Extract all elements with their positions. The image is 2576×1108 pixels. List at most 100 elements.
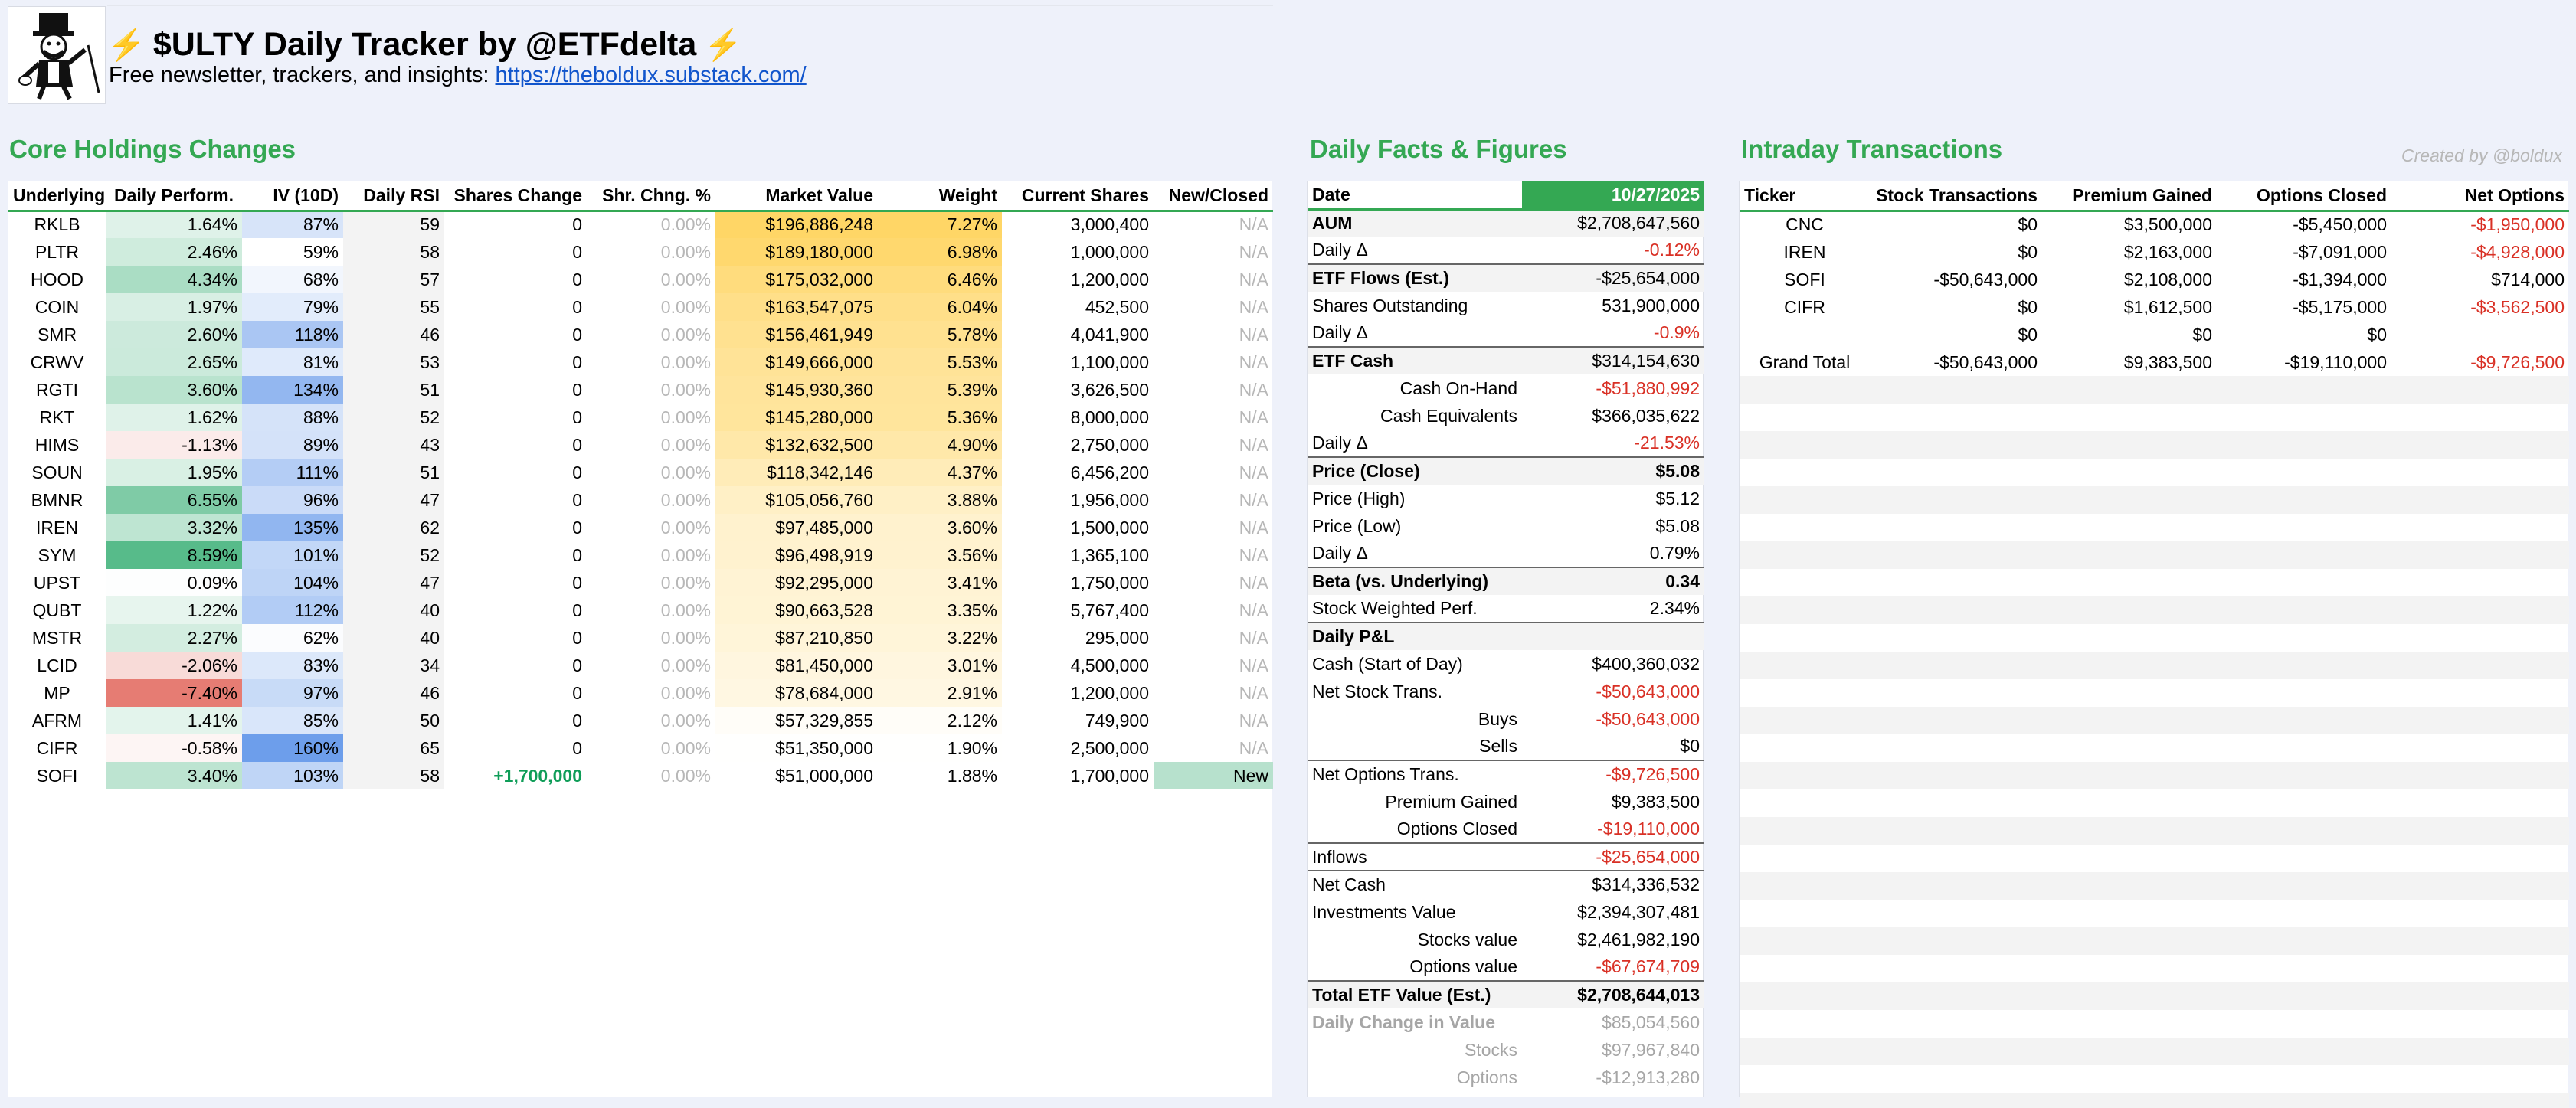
holding-current-shares[interactable]: 3,626,500 [1070,379,1149,400]
transaction-stock[interactable]: $0 [2018,324,2038,345]
holding-rsi[interactable]: 52 [343,541,444,569]
holding-ticker[interactable]: RKT [39,407,75,427]
holding-current-shares[interactable]: 2,500,000 [1070,737,1149,758]
holding-market-value[interactable]: $97,485,000 [715,514,878,541]
holding-shares-change[interactable]: 0 [572,462,582,482]
holding-shr-chng-pct[interactable]: 0.00% [660,462,711,482]
holding-ticker[interactable]: UPST [33,572,81,593]
fact-value[interactable]: $5.12 [1655,488,1700,508]
holding-row[interactable]: SOUN 1.95% 111% 51 0 0.00% $118,342,146 4.37% 6,… [8,459,1273,486]
holding-iv[interactable]: 160% [242,734,343,762]
col-new-closed[interactable]: New/Closed [1168,185,1268,205]
holding-current-shares[interactable]: 1,200,000 [1070,682,1149,703]
transaction-stock[interactable]: -$50,643,000 [1933,269,2038,289]
fact-value[interactable]: $2,461,982,190 [1577,929,1700,949]
fact-value[interactable]: -$9,726,500 [1522,760,1704,788]
holding-weight[interactable]: 3.41% [878,569,1002,596]
holding-daily-perf[interactable]: 1.41% [106,707,242,734]
fact-value[interactable]: -$12,913,280 [1596,1067,1700,1087]
fact-value[interactable]: -21.53% [1634,433,1700,453]
holding-shares-change[interactable]: 0 [572,710,582,730]
fact-value[interactable]: $314,154,630 [1522,346,1704,374]
holding-daily-perf[interactable]: 2.27% [106,624,242,652]
holding-ticker[interactable]: RKLB [34,214,80,235]
transaction-stock[interactable]: $0 [2018,241,2038,262]
holding-daily-perf[interactable]: 0.09% [106,569,242,596]
fact-value[interactable]: -0.9% [1653,322,1700,342]
holding-row[interactable]: LCID -2.06% 83% 34 0 0.00% $81,450,000 3.01% 4,5… [8,652,1273,679]
holding-row[interactable]: RKT 1.62% 88% 52 0 0.00% $145,280,000 5.36% 8,00… [8,404,1273,431]
holding-weight[interactable]: 3.88% [878,486,1002,514]
transaction-premium[interactable]: $3,500,000 [2123,214,2212,235]
fact-value[interactable]: -$25,654,000 [1522,263,1704,292]
transaction-ticker[interactable]: Grand Total [1759,351,1851,372]
holding-current-shares[interactable]: 3,000,400 [1070,214,1149,235]
col-premium-gained[interactable]: Premium Gained [2072,185,2212,205]
transaction-premium[interactable]: $2,163,000 [2123,241,2212,262]
holding-ticker[interactable]: COIN [34,296,80,317]
holding-row[interactable]: UPST 0.09% 104% 47 0 0.00% $92,295,000 3.41% 1,7… [8,569,1273,596]
holding-shares-change[interactable]: 0 [572,489,582,510]
fact-value[interactable]: $2,708,644,013 [1522,980,1704,1008]
holding-ticker[interactable]: RGTI [36,379,78,400]
transaction-row[interactable]: CNC $0 $3,500,000 -$5,450,000 -$1,950,000 [1740,211,2569,238]
holding-current-shares[interactable]: 4,041,900 [1070,324,1149,345]
holding-market-value[interactable]: $96,498,919 [715,541,878,569]
fact-value[interactable]: $5.08 [1522,456,1704,485]
holding-shares-change[interactable]: 0 [572,627,582,648]
holding-shares-change[interactable]: 0 [572,517,582,538]
holding-shr-chng-pct[interactable]: 0.00% [660,379,711,400]
fact-value[interactable]: -$51,880,992 [1596,378,1700,398]
holding-ticker[interactable]: HIMS [34,434,80,455]
holding-market-value[interactable]: $51,350,000 [715,734,878,762]
holding-rsi[interactable]: 53 [343,348,444,376]
holding-status[interactable]: N/A [1239,710,1268,730]
holding-rsi[interactable]: 47 [343,486,444,514]
fact-value[interactable]: $97,967,840 [1602,1039,1700,1060]
transaction-premium[interactable]: $2,108,000 [2123,269,2212,289]
holding-shr-chng-pct[interactable]: 0.00% [660,655,711,675]
holding-weight[interactable]: 2.12% [878,707,1002,734]
holding-status[interactable]: N/A [1239,737,1268,758]
holding-rsi[interactable]: 58 [343,238,444,266]
holding-market-value[interactable]: $105,056,760 [715,486,878,514]
col-options-closed[interactable]: Options Closed [2257,185,2387,205]
holding-iv[interactable]: 135% [242,514,343,541]
holding-shr-chng-pct[interactable]: 0.00% [660,241,711,262]
holding-row[interactable]: CRWV 2.65% 81% 53 0 0.00% $149,666,000 5.53% 1,1… [8,348,1273,376]
holding-shr-chng-pct[interactable]: 0.00% [660,407,711,427]
fact-value[interactable]: -$25,654,000 [1522,842,1704,871]
holding-daily-perf[interactable]: 6.55% [106,486,242,514]
holding-current-shares[interactable]: 1,500,000 [1070,517,1149,538]
holding-market-value[interactable]: $145,280,000 [715,404,878,431]
transaction-row[interactable]: CIFR $0 $1,612,500 -$5,175,000 -$3,562,500 [1740,293,2569,321]
holding-shr-chng-pct[interactable]: 0.00% [660,296,711,317]
holding-shares-change[interactable]: 0 [572,737,582,758]
transaction-premium[interactable]: $9,383,500 [2123,351,2212,372]
holding-market-value[interactable]: $132,632,500 [715,431,878,459]
holding-shares-change[interactable]: 0 [572,655,582,675]
holding-rsi[interactable]: 43 [343,431,444,459]
holding-status[interactable]: N/A [1239,241,1268,262]
holding-status[interactable]: New [1154,762,1273,789]
holding-shares-change[interactable]: 0 [572,600,582,620]
holding-rsi[interactable]: 46 [343,679,444,707]
holding-status[interactable]: N/A [1239,214,1268,235]
holding-market-value[interactable]: $189,180,000 [715,238,878,266]
holding-iv[interactable]: 83% [242,652,343,679]
holding-daily-perf[interactable]: -7.40% [106,679,242,707]
fact-value[interactable]: $5.08 [1655,515,1700,536]
holding-market-value[interactable]: $163,547,075 [715,293,878,321]
holding-weight[interactable]: 5.39% [878,376,1002,404]
holding-row[interactable]: SOFI 3.40% 103% 58 +1,700,000 0.00% $51,000,00… [8,762,1273,789]
col-weight[interactable]: Weight [938,185,997,205]
holding-status[interactable]: N/A [1239,600,1268,620]
holding-rsi[interactable]: 57 [343,266,444,293]
holding-row[interactable]: HOOD 4.34% 68% 57 0 0.00% $175,032,000 6.46% 1,2… [8,266,1273,293]
holding-status[interactable]: N/A [1239,434,1268,455]
fact-value[interactable]: $366,035,622 [1592,405,1700,426]
holding-ticker[interactable]: PLTR [34,241,80,262]
holding-rsi[interactable]: 59 [343,211,444,238]
holding-ticker[interactable]: SOUN [31,462,83,482]
holding-current-shares[interactable]: 1,200,000 [1070,269,1149,289]
